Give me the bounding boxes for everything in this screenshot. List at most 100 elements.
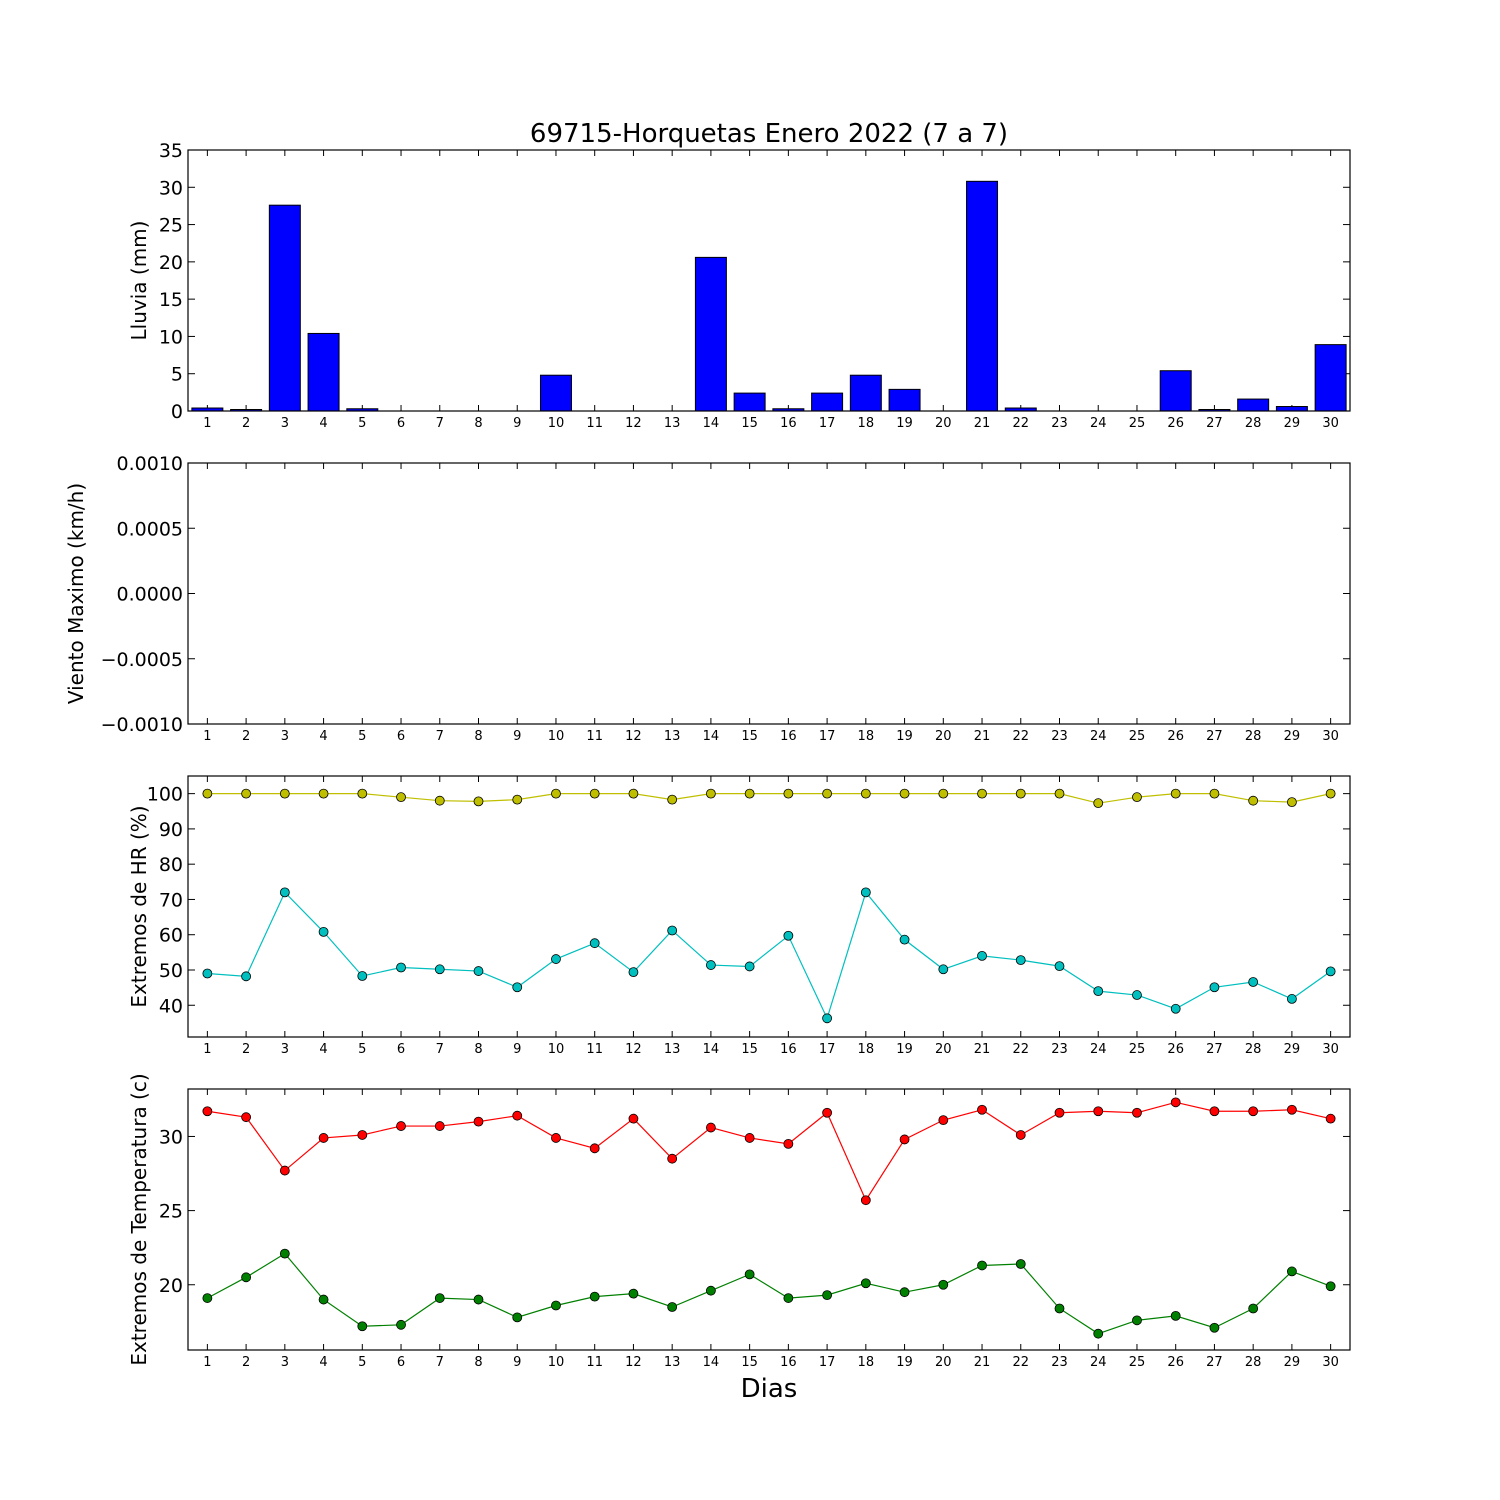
x-tick-label: 1 — [203, 416, 211, 431]
x-tick-label: 14 — [703, 1355, 720, 1370]
x-tick-label: 23 — [1051, 729, 1068, 744]
x-tick-label: 15 — [741, 416, 758, 431]
x-tick-label: 27 — [1206, 1042, 1223, 1057]
data-point — [396, 1121, 406, 1131]
x-tick-label: 12 — [625, 1355, 642, 1370]
data-point — [1170, 1097, 1181, 1108]
data-point — [434, 964, 445, 975]
plot-frame — [187, 462, 1351, 725]
bar — [733, 392, 766, 412]
data-point — [1015, 955, 1026, 966]
data-point — [589, 1143, 600, 1154]
data-point — [1054, 1107, 1065, 1118]
data-point — [318, 1294, 329, 1305]
data-point — [667, 1153, 678, 1164]
x-tick-label: 15 — [741, 729, 758, 744]
data-point — [241, 1272, 252, 1283]
x-tick-label: 6 — [397, 1042, 405, 1057]
data-point — [628, 967, 639, 978]
data-point — [434, 1293, 445, 1303]
data-point — [822, 1013, 832, 1024]
data-point — [512, 794, 523, 805]
data-point — [1209, 1106, 1220, 1117]
y-tick-label: 0.0005 — [117, 518, 183, 540]
x-tick-label: 10 — [548, 1042, 565, 1057]
x-tick-label: 25 — [1129, 416, 1146, 431]
x-tick-label: 26 — [1167, 1042, 1184, 1057]
x-tick-label: 4 — [319, 416, 327, 431]
x-tick-label: 16 — [780, 1042, 797, 1057]
x-tick-label: 17 — [819, 416, 836, 431]
data-point — [1325, 966, 1336, 977]
data-point — [977, 1260, 987, 1271]
data-point — [357, 1321, 368, 1332]
y-tick-label: 0 — [171, 401, 183, 423]
data-point — [822, 1290, 832, 1301]
x-tick-label: 9 — [513, 1355, 521, 1370]
x-tick-label: 28 — [1245, 1355, 1262, 1370]
data-point — [783, 930, 794, 941]
data-point — [434, 1121, 445, 1131]
data-point — [1170, 788, 1181, 799]
data-point — [202, 1106, 213, 1117]
x-tick-label: 27 — [1206, 1355, 1223, 1370]
data-point — [938, 1115, 949, 1126]
data-point — [822, 1107, 832, 1118]
x-tick-label: 12 — [625, 729, 642, 744]
x-tick-label: 16 — [780, 1355, 797, 1370]
x-tick-label: 16 — [780, 729, 797, 744]
x-tick-label: 2 — [242, 729, 250, 744]
data-point — [1054, 1303, 1065, 1314]
data-point — [1287, 797, 1297, 807]
data-point — [1170, 1310, 1181, 1321]
data-point — [938, 1279, 949, 1290]
x-tick-label: 15 — [741, 1355, 758, 1370]
x-tick-label: 2 — [242, 1042, 250, 1057]
data-point — [473, 1116, 484, 1127]
x-tick-label: 11 — [586, 1042, 603, 1057]
y-tick-label: 70 — [159, 889, 183, 911]
y-tick-label: 30 — [159, 177, 183, 199]
y-tick-label: 50 — [159, 960, 183, 982]
data-point — [1325, 1281, 1336, 1292]
data-point — [1248, 1303, 1259, 1314]
x-tick-label: 13 — [664, 729, 681, 744]
data-point — [318, 1133, 329, 1143]
y-tick-label: 20 — [159, 252, 183, 274]
x-tick-label: 2 — [242, 416, 250, 431]
x-tick-label: 7 — [436, 1355, 444, 1370]
x-tick-label: 20 — [935, 729, 952, 744]
x-tick-label: 24 — [1090, 1355, 1107, 1370]
x-tick-label: 5 — [358, 416, 366, 431]
x-tick-label: 20 — [935, 1355, 952, 1370]
x-tick-label: 4 — [319, 1042, 327, 1057]
x-tick-label: 5 — [358, 729, 366, 744]
data-point — [512, 982, 523, 993]
data-point — [744, 788, 755, 799]
data-point — [1132, 792, 1142, 803]
data-point — [1248, 795, 1259, 806]
data-point — [899, 1134, 910, 1145]
x-tick-label: 27 — [1206, 416, 1223, 431]
x-tick-label: 27 — [1206, 729, 1223, 744]
y-tick-label: 15 — [159, 289, 183, 311]
x-tick-label: 5 — [358, 1042, 366, 1057]
x-tick-label: 9 — [513, 729, 521, 744]
y-tick-label: 10 — [159, 326, 183, 348]
x-tick-label: 21 — [974, 729, 991, 744]
series-line-1 — [207, 1101, 1331, 1202]
x-tick-label: 14 — [703, 1042, 720, 1057]
series-line-2 — [207, 1252, 1331, 1335]
x-tick-label: 11 — [586, 1355, 603, 1370]
x-tick-label: 25 — [1129, 729, 1146, 744]
x-tick-label: 3 — [281, 1042, 289, 1057]
x-tick-label: 18 — [858, 1042, 875, 1057]
x-tick-label: 29 — [1284, 416, 1301, 431]
data-point — [551, 788, 561, 799]
data-point — [202, 968, 213, 979]
x-tick-label: 26 — [1167, 416, 1184, 431]
data-point — [434, 795, 445, 806]
data-point — [1054, 961, 1065, 972]
data-point — [1209, 1322, 1220, 1333]
x-tick-label: 14 — [703, 729, 720, 744]
